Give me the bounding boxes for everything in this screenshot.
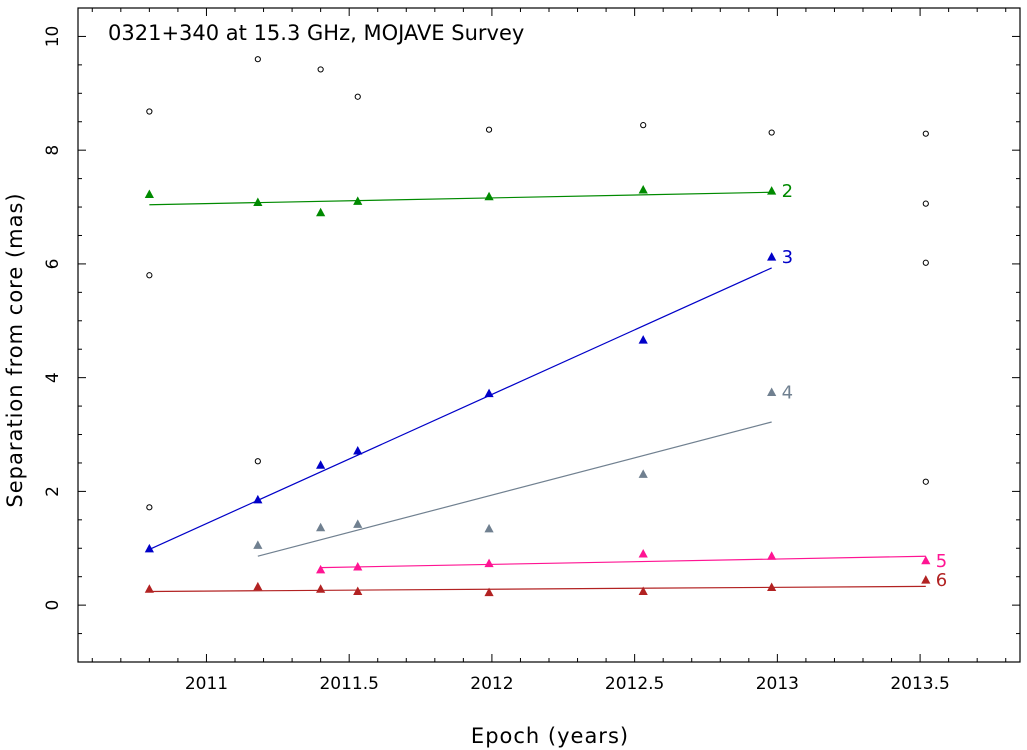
- open-circle-point: [146, 272, 153, 279]
- series-3-point: [638, 335, 648, 344]
- fit-line-2: [149, 191, 772, 206]
- y-tick-label: 6: [43, 258, 63, 269]
- x-tick-label: 2013: [756, 674, 799, 694]
- series-5-point: [484, 558, 494, 568]
- open-circle-point: [317, 66, 324, 73]
- series-2-point: [638, 184, 648, 194]
- series-4-point: [316, 522, 326, 532]
- open-circle-point: [922, 478, 929, 485]
- series-6-point: [638, 586, 648, 595]
- series-4-point: [484, 523, 494, 533]
- series-6-point: [767, 582, 777, 592]
- open-circle-point: [485, 126, 493, 133]
- series-6-point: [253, 581, 263, 591]
- y-axis-title: Separation from core (mas): [3, 192, 27, 507]
- open-circle-point: [254, 56, 261, 63]
- series-3-point: [767, 252, 777, 261]
- series-label-5: 5: [936, 551, 947, 572]
- x-tick-label: 2012.5: [605, 674, 664, 694]
- y-tick-label: 8: [43, 145, 63, 156]
- series-4-point: [767, 387, 777, 396]
- series-3-point: [484, 388, 494, 398]
- fit-line-3: [149, 267, 772, 550]
- chart-title: 0321+340 at 15.3 GHz, MOJAVE Survey: [108, 21, 524, 45]
- fit-line-6: [149, 585, 926, 593]
- series-5-point: [767, 551, 777, 560]
- open-circle-point: [922, 259, 929, 266]
- series-5-point: [638, 548, 648, 558]
- x-tick-label: 2012: [470, 674, 513, 694]
- series-2-point: [484, 191, 494, 201]
- series-4-point: [353, 519, 363, 528]
- series-3-point: [316, 460, 326, 469]
- open-circle-point: [354, 93, 361, 100]
- y-tick-label: 4: [43, 372, 63, 383]
- y-tick-label: 2: [43, 486, 63, 497]
- series-2-point: [767, 186, 777, 195]
- x-tick-label: 2011.5: [319, 674, 378, 694]
- open-circle-point: [922, 130, 929, 137]
- y-tick-label: 10: [43, 26, 63, 48]
- series-5-point: [353, 562, 363, 571]
- open-circle-point: [922, 200, 929, 207]
- series-4-point: [253, 540, 263, 549]
- series-2-point: [253, 197, 263, 206]
- x-tick-label: 2011: [185, 674, 228, 694]
- series-5-point: [316, 564, 326, 574]
- series-3-point: [253, 494, 263, 504]
- series-3-point: [144, 543, 154, 553]
- series-label-4: 4: [782, 382, 793, 403]
- open-circle-point: [768, 129, 775, 136]
- fit-line-5: [320, 555, 926, 569]
- series-2-point: [353, 196, 363, 205]
- open-circle-point: [146, 108, 153, 115]
- series-label-2: 2: [782, 181, 793, 202]
- open-circle-point: [640, 122, 647, 129]
- series-label-3: 3: [782, 247, 793, 268]
- y-tick-label: 0: [43, 600, 63, 611]
- open-circle-point: [146, 504, 153, 511]
- series-6-point: [144, 584, 154, 593]
- series-2-point: [316, 207, 326, 217]
- series-6-point: [484, 587, 494, 597]
- series-2-point: [144, 189, 154, 199]
- series-6-point: [316, 584, 326, 593]
- series-5-point: [921, 555, 931, 565]
- open-circle-point: [254, 458, 261, 465]
- x-tick-label: 2013.5: [890, 674, 949, 694]
- fit-line-4: [257, 421, 772, 557]
- series-3-point: [353, 446, 363, 455]
- x-axis-title: Epoch (years): [471, 724, 629, 748]
- series-6-point: [921, 575, 931, 584]
- series-label-6: 6: [936, 570, 947, 591]
- series-4-point: [638, 469, 648, 478]
- series-6-point: [353, 586, 363, 595]
